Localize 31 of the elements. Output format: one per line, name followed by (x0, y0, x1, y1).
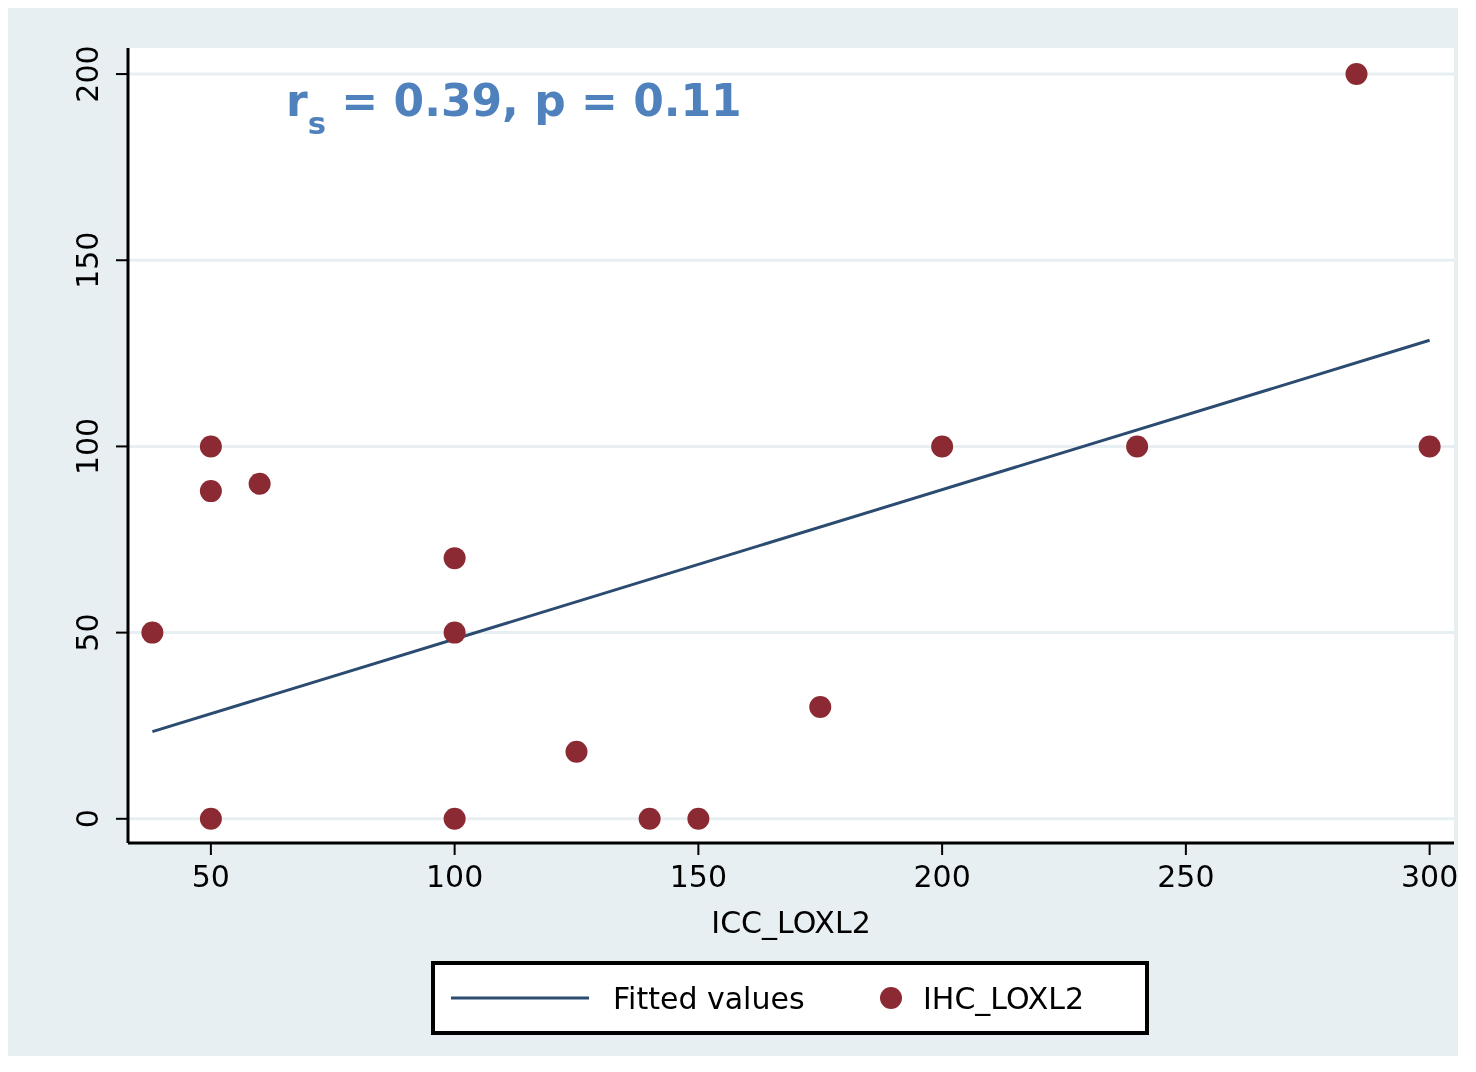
point (443, 807, 466, 830)
point (199, 435, 222, 458)
x-tick-label: 250 (1157, 859, 1215, 894)
x-tick-label: 150 (669, 859, 728, 894)
point (638, 807, 661, 830)
x-tick-label: 200 (913, 859, 971, 894)
point (199, 807, 222, 830)
legend-label: Fitted values (613, 981, 805, 1016)
x-tick-label: 300 (1400, 859, 1459, 894)
point (443, 547, 466, 570)
y-tick-label: 0 (70, 809, 105, 829)
point (565, 740, 588, 763)
y-tick-label: 50 (70, 613, 105, 652)
x-tick-label: 50 (191, 859, 230, 894)
legend-label: IHC_LOXL2 (923, 981, 1085, 1016)
point (1418, 435, 1441, 458)
point (443, 621, 466, 644)
point (687, 807, 710, 830)
point (248, 472, 271, 495)
point (931, 435, 954, 458)
y-tick-label: 200 (70, 45, 105, 103)
annotation: r$_{s}$ = 0.39, p = 0.11 (286, 75, 742, 141)
point (809, 696, 832, 719)
point (141, 621, 164, 644)
y-tick-label: 100 (70, 417, 105, 476)
point (1345, 63, 1368, 86)
x-tick-label: 100 (425, 859, 484, 894)
y-tick-label: 150 (70, 231, 105, 289)
point (199, 480, 222, 503)
point (1126, 435, 1149, 458)
x-axis-title: ICC_LOXL2 (711, 905, 871, 940)
